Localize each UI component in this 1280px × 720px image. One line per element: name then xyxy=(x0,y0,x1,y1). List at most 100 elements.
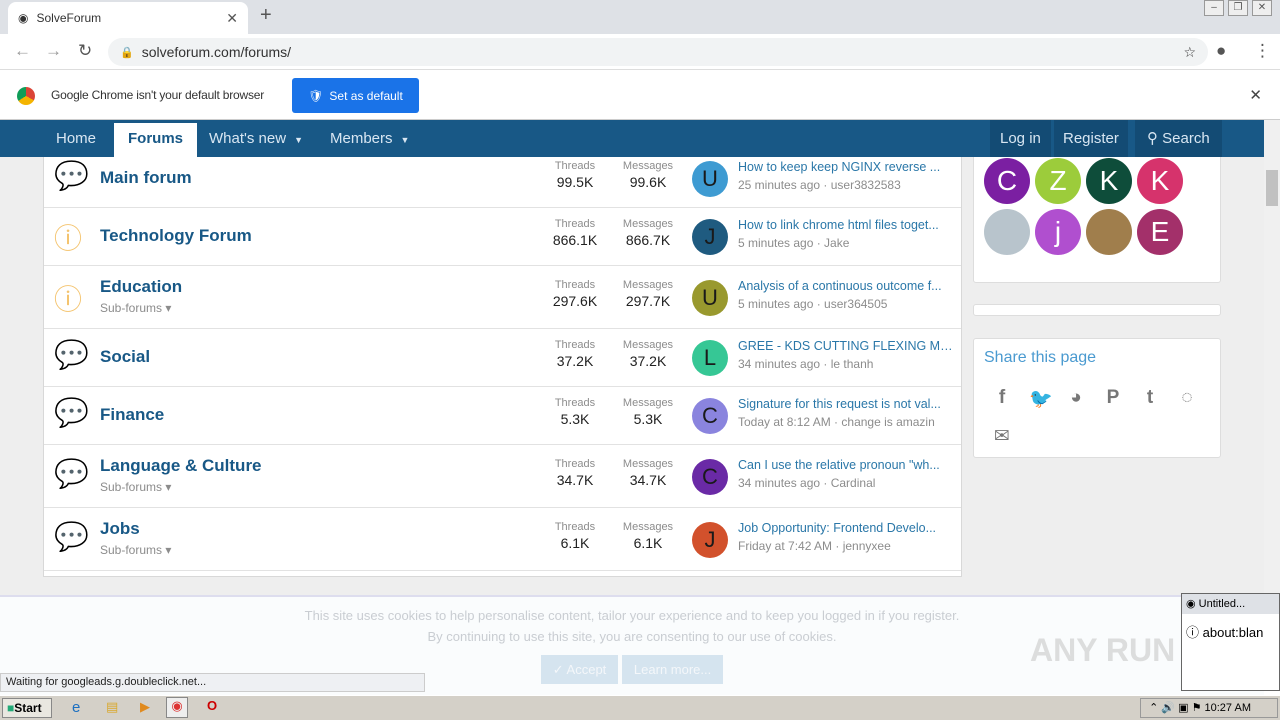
latest-thread-link[interactable]: How to keep keep NGINX reverse ... xyxy=(738,160,941,174)
latest-thread-link[interactable]: Signature for this request is not val... xyxy=(738,397,941,411)
opera-icon[interactable]: O xyxy=(207,698,218,713)
threads-value: 5.3K xyxy=(560,411,590,427)
member-avatar[interactable] xyxy=(1086,209,1132,255)
nav-members[interactable]: Members ▼ xyxy=(318,120,421,157)
restore-button[interactable]: ❐ xyxy=(1228,0,1248,16)
page-content: 💬 Main forum Threads 99.5K Messages 99.6K … xyxy=(0,157,1264,595)
nav-home[interactable]: Home xyxy=(56,130,97,147)
forum-title-link[interactable]: Education xyxy=(100,276,183,296)
latest-thread-link[interactable]: Analysis of a continuous outcome f... xyxy=(738,278,942,293)
nav-forums[interactable]: Forums xyxy=(114,123,198,157)
tumblr-share-icon[interactable]: t xyxy=(1146,387,1154,408)
window-controls: – ❐ ✕ xyxy=(1204,0,1272,16)
cookie-text-1: This site uses cookies to help personali… xyxy=(304,608,960,623)
new-tab-button[interactable]: + xyxy=(260,4,272,26)
avatar[interactable]: J xyxy=(692,219,728,255)
latest-thread-link[interactable]: Job Opportunity: Frontend Develo... xyxy=(738,520,937,535)
chrome-taskbar-icon[interactable]: ◉ xyxy=(166,697,188,718)
ie-icon[interactable]: e xyxy=(72,699,81,716)
messages-stat: Messages 99.6K xyxy=(613,160,683,190)
nav-whats-new[interactable]: What's new ▼ xyxy=(197,120,315,157)
login-link[interactable]: Log in xyxy=(990,120,1051,157)
search-label: Search xyxy=(1162,130,1210,147)
lock-icon: 🔒 xyxy=(120,46,134,59)
subforums-toggle[interactable]: Sub-forums ▾ xyxy=(100,300,172,315)
whatsapp-share-icon[interactable]: ◌ xyxy=(1181,387,1193,408)
latest-thread-link[interactable]: Can I use the relative pronoun "wh... xyxy=(738,457,940,472)
avatar[interactable]: J xyxy=(692,521,728,558)
search-icon: ⚲ xyxy=(1147,130,1158,147)
reddit-share-icon[interactable]: ◕ xyxy=(1070,387,1082,408)
back-icon[interactable]: ← xyxy=(14,41,31,60)
close-tab-icon[interactable]: ✕ xyxy=(226,9,238,26)
email-share-icon[interactable]: ✉ xyxy=(994,426,1010,447)
chevron-down-icon[interactable]: ▼ xyxy=(294,135,303,145)
set-default-button[interactable]: 🛡 Set as default xyxy=(292,78,419,113)
scrollbar[interactable] xyxy=(1264,120,1280,595)
explorer-icon[interactable]: ▤ xyxy=(106,699,119,714)
menu-icon[interactable]: ⋮ xyxy=(1254,41,1271,60)
minimize-button[interactable]: – xyxy=(1204,0,1224,16)
scrollbar-thumb[interactable] xyxy=(1266,170,1278,206)
latest-meta: 34 minutes ago · le thanh xyxy=(738,357,874,371)
subforums-toggle[interactable]: Sub-forums ▾ xyxy=(100,542,172,557)
forum-row: ⓘ Technology Forum Threads 866.1K Message… xyxy=(44,208,961,266)
chevron-down-icon[interactable]: ▼ xyxy=(400,135,410,145)
subforums-toggle[interactable]: Sub-forums ▾ xyxy=(100,479,172,494)
avatar[interactable]: C xyxy=(692,458,728,495)
member-avatar[interactable]: E xyxy=(1137,209,1183,255)
info-icon: ⓘ xyxy=(1186,625,1200,640)
media-player-icon[interactable]: ▶ xyxy=(140,699,150,714)
search-button[interactable]: ⚲ Search xyxy=(1135,120,1222,157)
avatar[interactable]: L xyxy=(692,340,728,376)
latest-meta: 5 minutes ago · Jake xyxy=(738,236,850,250)
forum-title-link[interactable]: Finance xyxy=(100,405,165,424)
avatar[interactable]: C xyxy=(692,398,728,434)
browser-tab[interactable]: ◉ SolveForum ✕ xyxy=(8,2,248,34)
twitter-share-icon[interactable]: 🐦 xyxy=(1029,389,1053,410)
url-input[interactable]: 🔒 solveforum.com/forums/ ☆ xyxy=(108,38,1208,66)
member-avatar[interactable]: Z xyxy=(1035,158,1081,204)
messages-label: Messages xyxy=(622,397,674,409)
latest-thread-link[interactable]: GREE - KDS CUTTING FLEXING MA... xyxy=(738,339,954,353)
member-avatar[interactable] xyxy=(984,209,1030,255)
forum-title-link[interactable]: Language & Culture xyxy=(100,455,262,475)
member-avatar[interactable]: K xyxy=(1086,158,1132,204)
forum-row: 💬 Main forum Threads 99.5K Messages 99.6K … xyxy=(44,157,961,208)
forum-row: 💬 Finance Threads 5.3K Messages 5.3K C Sig… xyxy=(44,387,961,445)
popup-window[interactable]: ◉ Untitled... ⓘ about:blan xyxy=(1181,593,1280,691)
latest-thread-link[interactable]: How to link chrome html files toget... xyxy=(738,218,939,232)
learn-more-button[interactable]: Learn more... xyxy=(621,655,724,684)
register-link[interactable]: Register xyxy=(1054,120,1128,157)
avatar[interactable]: U xyxy=(692,279,728,316)
member-avatar[interactable]: j xyxy=(1035,209,1081,255)
member-avatar[interactable]: K xyxy=(1137,158,1183,204)
start-button[interactable]: ■Start xyxy=(2,698,52,718)
chrome-icon: ◉ xyxy=(1186,598,1196,610)
anyrun-watermark: ANY RUN xyxy=(1030,632,1176,668)
threads-stat: Threads 866.1K xyxy=(540,218,610,248)
messages-value: 866.7K xyxy=(625,232,671,248)
forum-navbar: Home Forums What's new ▼ Members ▼ Log in … xyxy=(0,120,1264,157)
forward-icon[interactable]: → xyxy=(45,41,62,60)
threads-value: 866.1K xyxy=(552,232,598,248)
accept-button[interactable]: ✓ Accept xyxy=(540,655,619,684)
reload-icon[interactable]: ↻ xyxy=(78,41,93,60)
forum-title-link[interactable]: Social xyxy=(100,347,151,366)
nav-members-label: Members xyxy=(330,130,393,147)
member-avatar[interactable]: C xyxy=(984,158,1030,204)
forum-title-link[interactable]: Technology Forum xyxy=(100,226,252,245)
profile-icon[interactable]: ● xyxy=(1216,41,1227,60)
forum-row: ⓘ Education Sub-forums ▾ Threads 297.6K M… xyxy=(44,266,961,329)
star-icon[interactable]: ☆ xyxy=(1183,43,1196,60)
pinterest-share-icon[interactable]: P xyxy=(1106,387,1120,408)
facebook-share-icon[interactable]: f xyxy=(998,387,1006,408)
avatar[interactable]: U xyxy=(692,161,728,197)
close-infobar-icon[interactable]: ✕ xyxy=(1249,87,1262,104)
popup-title: Untitled... xyxy=(1198,598,1246,610)
close-window-button[interactable]: ✕ xyxy=(1252,0,1272,16)
chat-bubbles-icon: 💬 xyxy=(54,457,89,489)
forum-title-link[interactable]: Jobs xyxy=(100,518,140,538)
forum-title-link[interactable]: Main forum xyxy=(100,168,192,187)
